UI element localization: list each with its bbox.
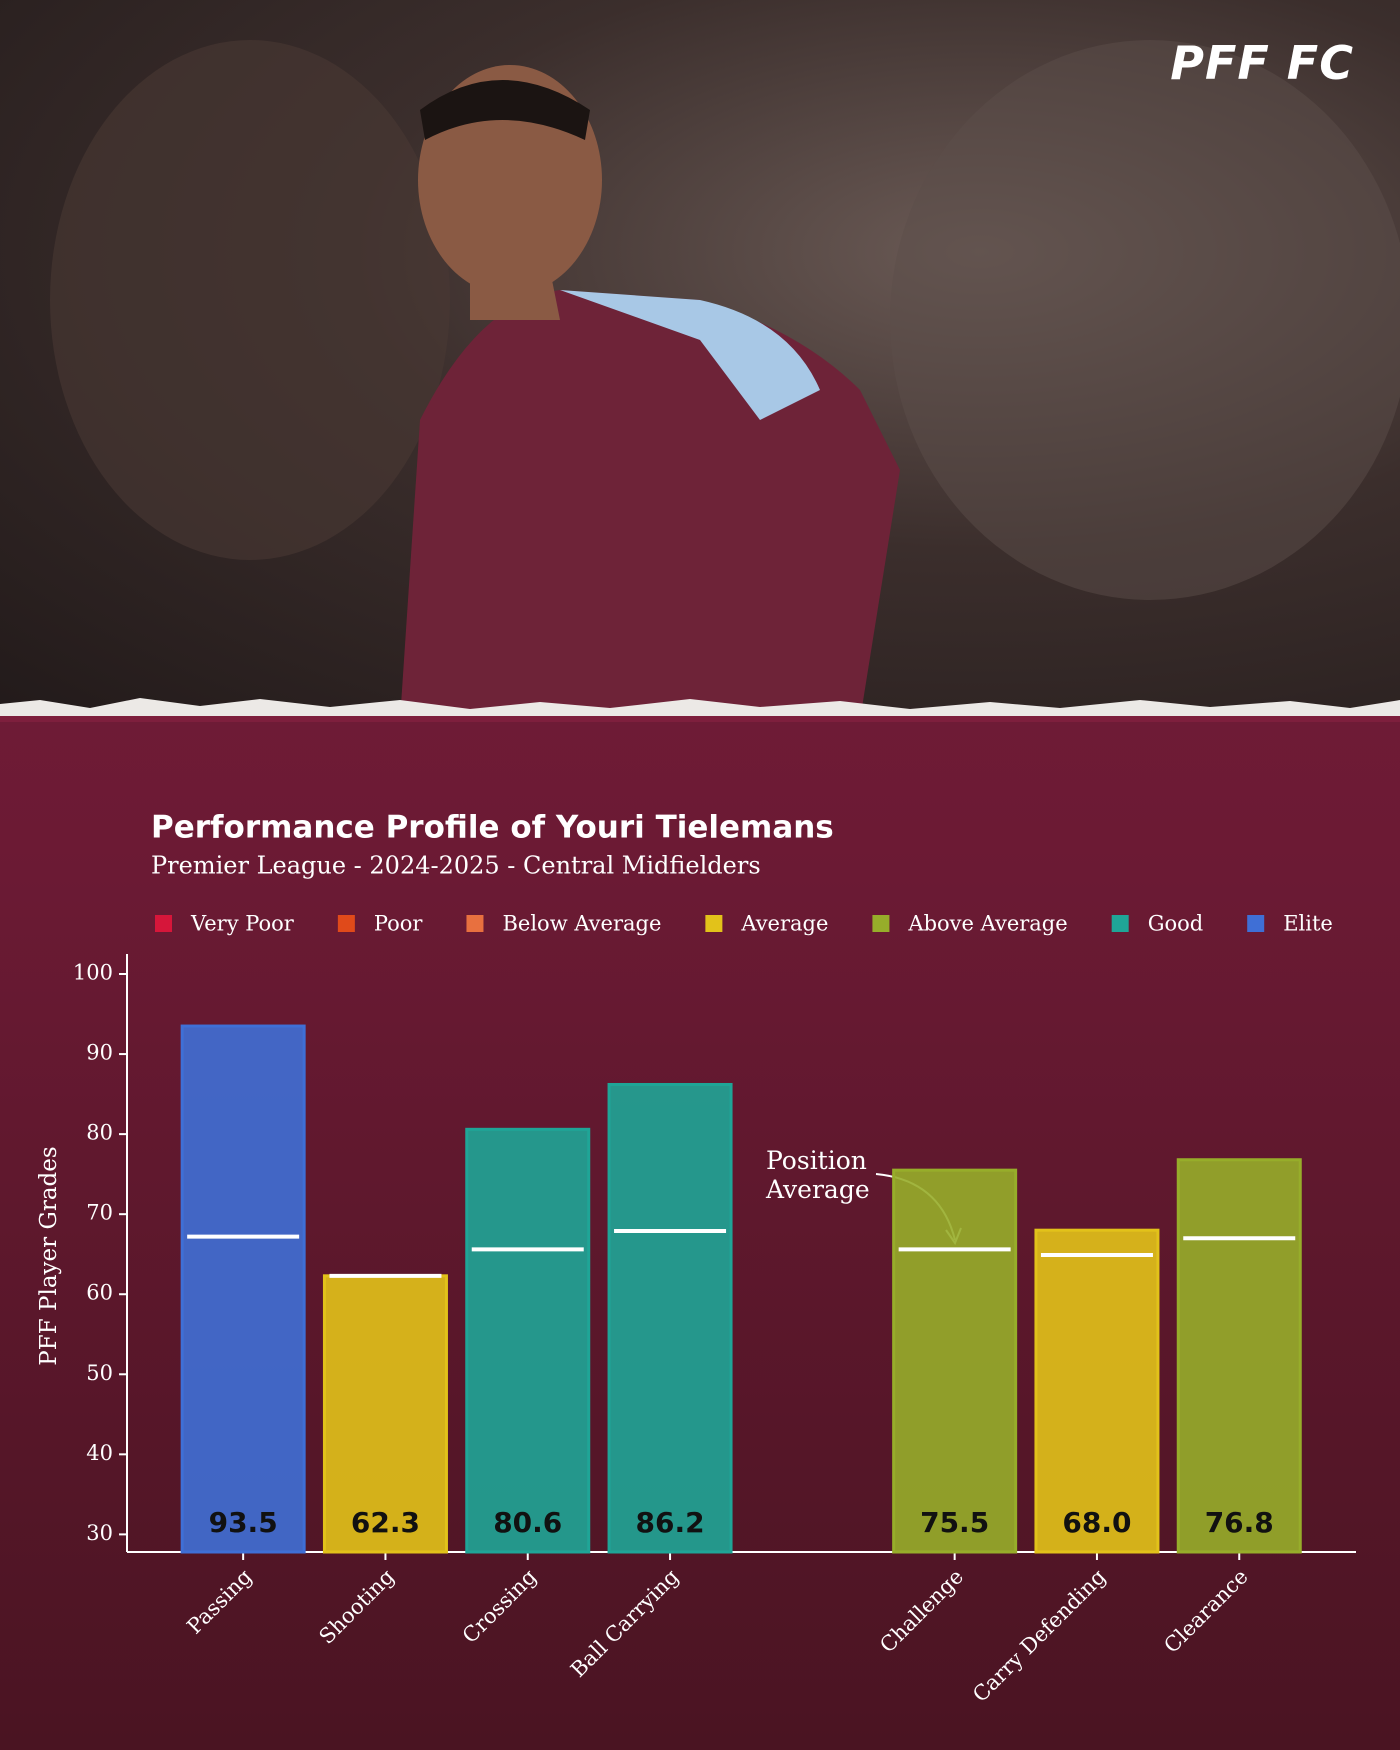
hero-photo: PFF FC	[0, 0, 1400, 720]
y-tick-label: 30	[86, 1521, 113, 1545]
legend-swatch	[872, 915, 890, 932]
legend-swatch	[337, 915, 355, 932]
x-tick-label: Crossing	[458, 1564, 541, 1647]
legend-label: Good	[1148, 912, 1204, 936]
bar	[1176, 1158, 1302, 1554]
x-tick-label: Passing	[182, 1564, 256, 1638]
legend-label: Elite	[1283, 912, 1333, 936]
bar	[465, 1127, 591, 1554]
x-tick-label: Carry Defending	[968, 1564, 1110, 1706]
x-tick-label: Clearance	[1159, 1564, 1252, 1657]
value-label: 75.5	[920, 1506, 989, 1539]
value-label: 93.5	[209, 1506, 278, 1539]
y-tick-label: 90	[86, 1041, 113, 1065]
legend-label: Poor	[374, 912, 424, 936]
y-tick-label: 50	[86, 1361, 113, 1385]
bar	[892, 1168, 1018, 1554]
x-tick-label: Challenge	[875, 1564, 968, 1657]
y-tick-label: 100	[73, 961, 113, 985]
legend-label: Below Average	[502, 912, 661, 936]
legend-label: Very Poor	[190, 912, 295, 936]
y-axis-label: PFF Player Grades	[36, 1146, 62, 1365]
photo-shapes	[50, 40, 1400, 720]
legend-swatch	[155, 915, 172, 932]
x-tick-label: Ball Carrying	[566, 1564, 684, 1682]
legend-swatch	[466, 915, 484, 932]
y-tick-label: 80	[86, 1121, 113, 1145]
panel-top	[0, 716, 1400, 722]
value-label: 80.6	[493, 1506, 562, 1539]
legend-label: Average	[740, 912, 828, 936]
legend-swatch	[1111, 915, 1129, 932]
legend-swatch	[705, 915, 723, 932]
chart-subtitle: Premier League - 2024-2025 - Central Mid…	[151, 852, 761, 880]
bar	[180, 1024, 306, 1554]
value-label: 68.0	[1062, 1506, 1131, 1539]
value-label: 76.8	[1205, 1506, 1274, 1539]
value-label: 62.3	[351, 1506, 420, 1539]
value-label: 86.2	[636, 1506, 705, 1539]
bar	[607, 1082, 733, 1554]
brand-logo: PFF FC	[1170, 36, 1354, 90]
bar	[1034, 1228, 1160, 1554]
y-tick-label: 70	[86, 1201, 113, 1225]
legend-label: Above Average	[907, 912, 1067, 936]
chart-title: Performance Profile of Youri Tielemans	[151, 810, 834, 846]
y-tick-label: 40	[86, 1441, 113, 1465]
legend-swatch	[1247, 915, 1265, 932]
x-tick-label: Shooting	[314, 1564, 398, 1648]
y-tick-label: 60	[86, 1281, 113, 1305]
annotation: Position Average	[766, 1146, 870, 1204]
